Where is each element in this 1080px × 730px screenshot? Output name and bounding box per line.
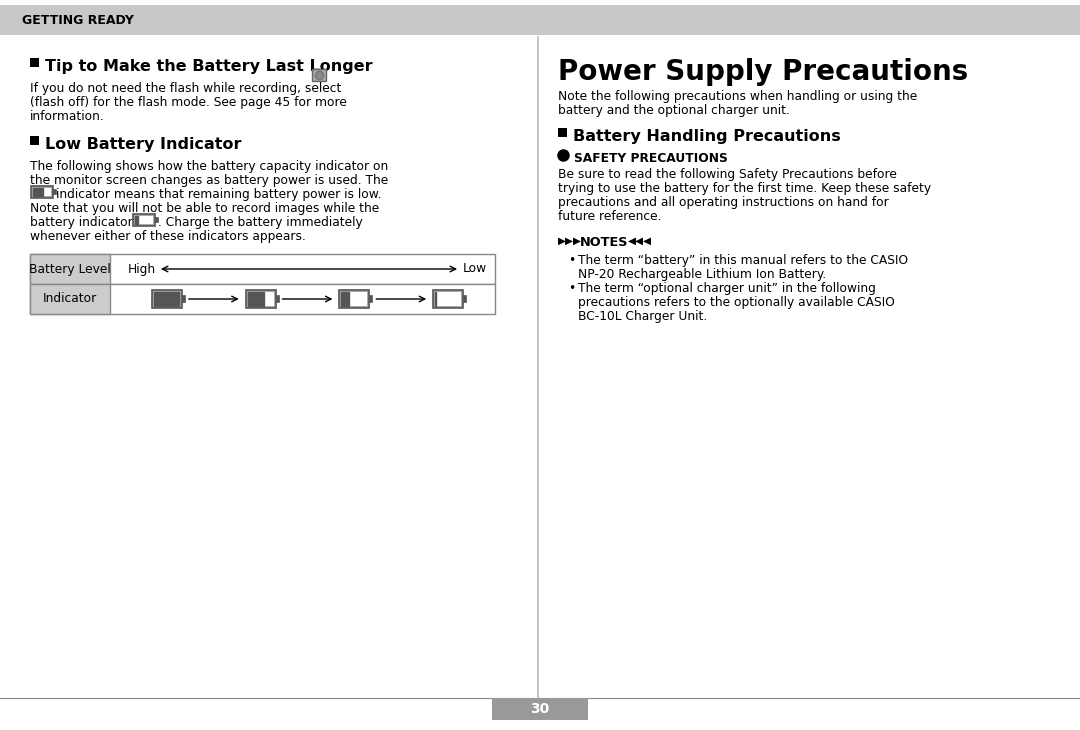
Bar [133, 214, 156, 226]
Bar [312, 69, 326, 81]
Text: If you do not need the flash while recording, select: If you do not need the flash while recor… [30, 82, 341, 95]
Bar [152, 290, 181, 308]
Bar [247, 292, 273, 306]
Text: trying to use the battery for the first time. Keep these safety: trying to use the battery for the first … [558, 182, 931, 195]
Text: Tip to Make the Battery Last Longer: Tip to Make the Battery Last Longer [45, 59, 373, 74]
Bar [30, 284, 110, 314]
Bar [0, 5, 1080, 35]
Bar [247, 292, 264, 306]
Text: Be sure to read the following Safety Precautions before: Be sure to read the following Safety Pre… [558, 168, 896, 181]
Bar [181, 294, 185, 301]
Text: information.: information. [30, 110, 105, 123]
Bar [30, 136, 39, 145]
Bar [558, 128, 567, 137]
Bar [53, 189, 56, 193]
Text: •: • [568, 254, 576, 267]
Text: ◀◀◀: ◀◀◀ [627, 236, 652, 246]
Bar [33, 188, 51, 196]
Bar [135, 216, 138, 224]
Bar [463, 294, 467, 301]
Text: Power Supply Precautions: Power Supply Precautions [558, 58, 969, 86]
Text: indicator means that remaining battery power is low.: indicator means that remaining battery p… [56, 188, 381, 201]
Bar [275, 294, 279, 301]
Bar [30, 254, 110, 284]
Text: battery indicator is: battery indicator is [30, 216, 147, 229]
Text: Indicator: Indicator [43, 293, 97, 305]
Text: battery and the optional charger unit.: battery and the optional charger unit. [558, 104, 789, 117]
Text: future reference.: future reference. [558, 210, 661, 223]
Bar [369, 294, 373, 301]
Text: the monitor screen changes as battery power is used. The: the monitor screen changes as battery po… [30, 174, 388, 187]
Text: NP-20 Rechargeable Lithium Ion Battery.: NP-20 Rechargeable Lithium Ion Battery. [578, 268, 826, 281]
Bar [30, 58, 39, 67]
Text: (flash off) for the flash mode. See page 45 for more: (flash off) for the flash mode. See page… [30, 96, 347, 109]
Bar [30, 284, 495, 314]
Bar [492, 698, 588, 720]
Text: Battery Level: Battery Level [29, 263, 111, 275]
Text: 30: 30 [530, 702, 550, 716]
Text: ▶▶▶: ▶▶▶ [558, 236, 582, 246]
Text: The following shows how the battery capacity indicator on: The following shows how the battery capa… [30, 160, 388, 173]
Text: whenever either of these indicators appears.: whenever either of these indicators appe… [30, 230, 306, 243]
Bar [153, 292, 180, 306]
Text: precautions and all operating instructions on hand for: precautions and all operating instructio… [558, 196, 889, 209]
Bar [135, 216, 153, 224]
Text: High: High [129, 263, 157, 275]
Text: NOTES: NOTES [580, 236, 629, 249]
Text: The term “optional charger unit” in the following: The term “optional charger unit” in the … [578, 282, 876, 295]
Bar [435, 292, 461, 306]
Bar [30, 254, 495, 284]
Text: . Charge the battery immediately: . Charge the battery immediately [158, 216, 363, 229]
Text: GETTING READY: GETTING READY [22, 13, 134, 26]
Text: precautions refers to the optionally available CASIO: precautions refers to the optionally ava… [578, 296, 895, 309]
Text: Low Battery Indicator: Low Battery Indicator [45, 137, 242, 152]
Bar [341, 292, 349, 306]
Bar [339, 290, 369, 308]
Bar [156, 217, 158, 222]
Bar [153, 292, 179, 306]
Text: •: • [568, 282, 576, 295]
Bar [341, 292, 367, 306]
Bar [433, 290, 463, 308]
Text: BC-10L Charger Unit.: BC-10L Charger Unit. [578, 310, 707, 323]
Text: Note the following precautions when handling or using the: Note the following precautions when hand… [558, 90, 917, 103]
Text: Note that you will not be able to record images while the: Note that you will not be able to record… [30, 202, 379, 215]
Bar [33, 188, 43, 196]
Bar [31, 186, 53, 198]
Text: Low: Low [463, 263, 487, 275]
Bar [245, 290, 275, 308]
Text: Battery Handling Precautions: Battery Handling Precautions [573, 129, 840, 144]
Text: The term “battery” in this manual refers to the CASIO: The term “battery” in this manual refers… [578, 254, 908, 267]
Text: SAFETY PRECAUTIONS: SAFETY PRECAUTIONS [573, 152, 728, 165]
